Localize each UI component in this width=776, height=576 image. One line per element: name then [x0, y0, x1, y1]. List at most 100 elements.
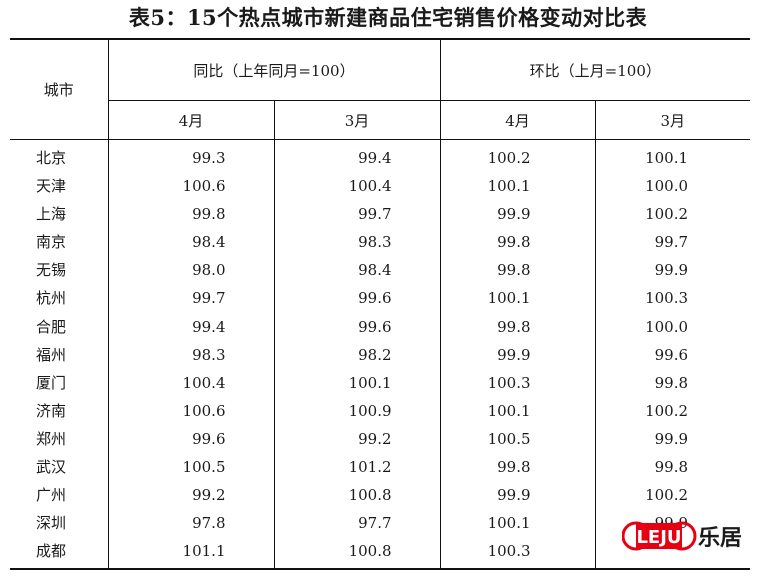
- yoy-apr-cell: 97.8: [108, 509, 275, 538]
- mom-mar-header: 3月: [595, 100, 751, 140]
- mom-mar-cell: 99.8: [654, 458, 689, 477]
- yoy-apr-cell: 100.6: [108, 172, 275, 201]
- yoy-mar-cell: 98.4: [274, 256, 441, 285]
- mom-mar-cell: 99.6: [654, 345, 689, 364]
- yoy-mar-cell: 100.8: [274, 537, 441, 570]
- yoy-apr-cell: 101.1: [108, 537, 275, 570]
- city-cell: 福州: [10, 340, 109, 369]
- leju-logo-icon: LEJU: [622, 521, 697, 551]
- mom-apr-cell: 100.5: [440, 424, 596, 454]
- mom-apr-cell: 100.1: [440, 172, 596, 201]
- yoy-apr-cell: 100.6: [108, 396, 275, 425]
- table-row: 上海 99.8 99.7 99.9 100.2: [10, 200, 750, 229]
- yoy-apr-cell: 99.7: [108, 284, 275, 313]
- yoy-apr-cell: 98.0: [108, 256, 275, 285]
- table-row: 无锡 98.0 98.4 99.8 99.9: [10, 256, 750, 285]
- mom-apr-cell: 99.9: [440, 340, 596, 369]
- yoy-apr-cell: 99.8: [108, 200, 275, 229]
- mom-mar-cell: 99.9: [654, 429, 689, 448]
- city-cell: 合肥: [10, 312, 109, 341]
- yoy-mar-cell: 98.2: [274, 340, 441, 369]
- city-cell: 成都: [10, 537, 109, 570]
- mom-mar-cell: 100.0: [645, 317, 689, 336]
- mom-mar-cell: 100.1: [645, 149, 689, 167]
- mom-mar-cell: 99.9: [654, 261, 689, 280]
- table-row: 厦门 100.4 100.1 100.3 99.8: [10, 368, 750, 397]
- city-cell: 广州: [10, 481, 109, 510]
- yoy-apr-cell: 99.4: [108, 312, 275, 341]
- city-cell: 济南: [10, 396, 109, 425]
- table-row: 天津 100.6 100.4 100.1 100.0: [10, 172, 750, 201]
- table-row: 福州 98.3 98.2 99.9 99.6: [10, 340, 750, 369]
- mom-apr-cell: 100.3: [440, 537, 596, 570]
- leju-brand-text: 乐居: [698, 526, 743, 551]
- city-column-header: 城市: [10, 39, 109, 140]
- yoy-apr-header: 4月: [108, 100, 275, 140]
- yoy-apr-cell: 98.3: [108, 340, 275, 369]
- yoy-apr-cell: 99.6: [108, 424, 275, 454]
- leju-logo: LEJU: [622, 521, 697, 551]
- mom-apr-cell: 99.8: [440, 453, 596, 482]
- mom-apr-cell: 99.8: [440, 228, 596, 257]
- mom-apr-header: 4月: [440, 100, 596, 140]
- table-row: 南京 98.4 98.3 99.8 99.7: [10, 228, 750, 257]
- yoy-mar-header: 3月: [274, 100, 441, 140]
- city-cell: 郑州: [10, 424, 109, 454]
- price-change-table: 城市 同比（上年同月=100） 环比（上月=100） 4月 3月 4月 3月 北…: [10, 38, 751, 571]
- city-cell: 杭州: [10, 284, 109, 313]
- mom-mar-cell: 100.3: [645, 289, 689, 308]
- yoy-apr-cell: 100.5: [108, 453, 275, 482]
- city-cell: 武汉: [10, 453, 109, 482]
- yoy-mar-cell: 101.2: [274, 453, 441, 482]
- mom-apr-cell: 100.2: [440, 139, 596, 173]
- mom-apr-cell: 99.8: [440, 256, 596, 285]
- mom-apr-cell: 99.8: [440, 312, 596, 341]
- yoy-mar-cell: 100.8: [274, 481, 441, 510]
- yoy-mar-cell: 99.6: [274, 284, 441, 313]
- table-row: 成都 101.1 100.8 100.3: [10, 537, 750, 570]
- table-row: 合肥 99.4 99.6 99.8 100.0: [10, 312, 750, 341]
- mom-mar-cell: 99.8: [654, 373, 689, 392]
- city-cell: 上海: [10, 200, 109, 229]
- mom-mar-cell: 100.2: [645, 401, 689, 420]
- table-row: 北京 99.3 99.4 100.2 100.1: [10, 139, 750, 173]
- yoy-mar-cell: 100.1: [274, 368, 441, 397]
- table-row: 杭州 99.7 99.6 100.1 100.3: [10, 284, 750, 313]
- yoy-mar-cell: 98.3: [274, 228, 441, 257]
- yoy-mar-cell: 100.9: [274, 396, 441, 425]
- table-row: 武汉 100.5 101.2 99.8 99.8: [10, 453, 750, 482]
- yoy-mar-cell: 99.7: [274, 200, 441, 229]
- mom-mar-cell: 99.7: [654, 233, 689, 252]
- mom-apr-cell: 100.1: [440, 284, 596, 313]
- yoy-mar-cell: 99.6: [274, 312, 441, 341]
- city-cell: 厦门: [10, 368, 109, 397]
- yoy-apr-cell: 100.4: [108, 368, 275, 397]
- svg-text:LEJU: LEJU: [636, 527, 681, 548]
- yoy-mar-cell: 97.7: [274, 509, 441, 538]
- table-row: 郑州 99.6 99.2 100.5 99.9: [10, 424, 750, 454]
- city-cell: 南京: [10, 228, 109, 257]
- yoy-mar-cell: 100.4: [274, 172, 441, 201]
- mom-apr-cell: 100.3: [440, 368, 596, 397]
- mom-apr-cell: 99.9: [440, 481, 596, 510]
- mom-mar-cell: 100.2: [645, 205, 689, 224]
- yoy-apr-cell: 99.3: [108, 139, 275, 173]
- city-cell: 深圳: [10, 509, 109, 538]
- table-row: 济南 100.6 100.9 100.1 100.2: [10, 396, 750, 425]
- city-cell: 北京: [10, 139, 109, 173]
- yoy-mar-cell: 99.4: [274, 139, 441, 173]
- yoy-apr-cell: 99.2: [108, 481, 275, 510]
- table-body: 北京 99.3 99.4 100.2 100.1 天津 100.6 100.4 100.1 100…: [10, 139, 750, 570]
- city-cell: 天津: [10, 172, 109, 201]
- mom-apr-cell: 100.1: [440, 396, 596, 425]
- mom-mar-cell: 100.2: [645, 486, 689, 505]
- city-cell: 无锡: [10, 256, 109, 285]
- yoy-apr-cell: 98.4: [108, 228, 275, 257]
- mom-apr-cell: 100.1: [440, 509, 596, 538]
- mom-mar-cell: 100.0: [645, 177, 689, 196]
- yoy-mar-cell: 99.2: [274, 424, 441, 454]
- table-title: 表5：15个热点城市新建商品住宅销售价格变动对比表: [128, 5, 648, 30]
- mom-apr-cell: 99.9: [440, 200, 596, 229]
- yoy-group-header: 同比（上年同月=100）: [108, 39, 441, 101]
